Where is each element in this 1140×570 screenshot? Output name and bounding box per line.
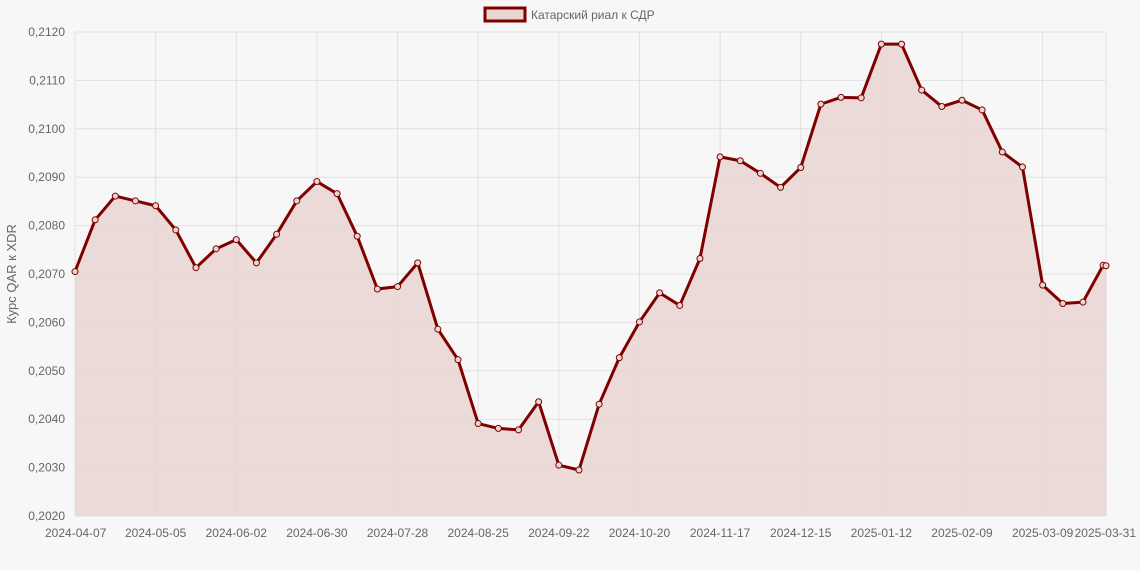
data-point[interactable] — [152, 202, 160, 210]
data-point[interactable] — [394, 283, 402, 291]
data-point[interactable] — [1102, 262, 1110, 270]
x-tick-label: 2024-08-25 — [447, 526, 509, 540]
data-point[interactable] — [1079, 298, 1087, 306]
data-point[interactable] — [252, 259, 260, 267]
data-point[interactable] — [656, 289, 664, 297]
x-tick-label: 2025-03-09 — [1012, 526, 1074, 540]
data-point[interactable] — [474, 420, 482, 428]
data-point[interactable] — [777, 183, 785, 191]
data-point[interactable] — [111, 192, 119, 200]
x-tick-label: 2024-06-30 — [286, 526, 348, 540]
data-point[interactable] — [273, 230, 281, 238]
x-tick-label: 2024-09-22 — [528, 526, 590, 540]
data-point[interactable] — [131, 197, 139, 205]
y-tick-label: 0,2040 — [28, 412, 65, 426]
data-point[interactable] — [454, 356, 462, 364]
x-tick-label: 2025-02-09 — [931, 526, 993, 540]
data-point[interactable] — [1059, 300, 1067, 308]
y-axis-ticks: 0,2020 0,2030 0,2040 0,2050 0,2060 0,2070 0,20… — [28, 25, 65, 523]
data-point[interactable] — [414, 259, 422, 267]
y-tick-label: 0,2070 — [28, 267, 65, 281]
data-point[interactable] — [91, 216, 99, 224]
data-point[interactable] — [676, 301, 684, 309]
data-point[interactable] — [212, 245, 220, 253]
data-point[interactable] — [353, 232, 361, 240]
x-tick-label: 2025-01-12 — [851, 526, 913, 540]
data-point[interactable] — [232, 236, 240, 244]
x-tick-label: 2024-05-05 — [125, 526, 187, 540]
data-point[interactable] — [736, 157, 744, 165]
data-point[interactable] — [817, 100, 825, 108]
y-tick-label: 0,2120 — [28, 25, 65, 39]
series-area-fill — [75, 44, 1106, 516]
x-tick-label: 2024-10-20 — [609, 526, 671, 540]
data-point[interactable] — [857, 94, 865, 102]
series-area — [75, 44, 1106, 516]
data-point[interactable] — [595, 400, 603, 408]
data-point[interactable] — [434, 325, 442, 333]
data-point[interactable] — [837, 93, 845, 101]
y-axis-title: Курс QAR к XDR — [4, 224, 19, 324]
data-point[interactable] — [313, 178, 321, 186]
data-point[interactable] — [1018, 163, 1026, 171]
data-point[interactable] — [797, 164, 805, 172]
x-axis-ticks: 2024-04-07 2024-05-05 2024-06-02 2024-06-30… — [45, 526, 1136, 540]
y-tick-label: 0,2050 — [28, 364, 65, 378]
data-point[interactable] — [1039, 281, 1047, 289]
y-tick-label: 0,2110 — [29, 73, 65, 87]
data-point[interactable] — [635, 318, 643, 326]
legend-label[interactable]: Катарский риал к СДР — [531, 8, 655, 22]
y-tick-label: 0,2090 — [28, 170, 65, 184]
data-point[interactable] — [898, 40, 906, 48]
data-point[interactable] — [938, 103, 946, 111]
data-point[interactable] — [373, 285, 381, 293]
data-point[interactable] — [918, 86, 926, 94]
y-tick-label: 0,2030 — [28, 461, 65, 475]
data-point[interactable] — [515, 426, 522, 434]
y-tick-label: 0,2080 — [28, 219, 65, 233]
legend[interactable]: Катарский риал к СДР — [483, 6, 655, 23]
x-tick-label: 2025-03-31 — [1075, 526, 1137, 540]
data-point[interactable] — [192, 264, 200, 272]
data-point[interactable] — [958, 96, 966, 104]
x-tick-label: 2024-04-07 — [45, 526, 107, 540]
x-tick-label: 2024-11-17 — [690, 526, 751, 540]
x-tick-label: 2024-06-02 — [206, 526, 268, 540]
data-point[interactable] — [998, 148, 1006, 156]
y-tick-label: 0,2100 — [28, 122, 65, 136]
data-point[interactable] — [575, 466, 583, 474]
data-point[interactable] — [172, 226, 180, 234]
data-point[interactable] — [71, 268, 79, 276]
data-point[interactable] — [756, 169, 764, 177]
data-point[interactable] — [716, 153, 724, 161]
y-tick-label: 0,2020 — [28, 509, 65, 523]
data-point[interactable] — [615, 354, 623, 362]
data-point[interactable] — [535, 398, 543, 406]
y-tick-label: 0,2060 — [28, 315, 65, 329]
data-point[interactable] — [494, 424, 502, 432]
legend-swatch[interactable] — [483, 6, 527, 23]
x-tick-label: 2024-07-28 — [367, 526, 429, 540]
data-point[interactable] — [978, 106, 986, 114]
data-points — [71, 40, 1110, 474]
x-tick-label: 2024-12-15 — [770, 526, 832, 540]
data-point[interactable] — [696, 255, 704, 263]
data-point[interactable] — [293, 197, 301, 205]
data-point[interactable] — [333, 190, 341, 198]
data-point[interactable] — [877, 40, 885, 48]
data-point[interactable] — [555, 461, 563, 469]
